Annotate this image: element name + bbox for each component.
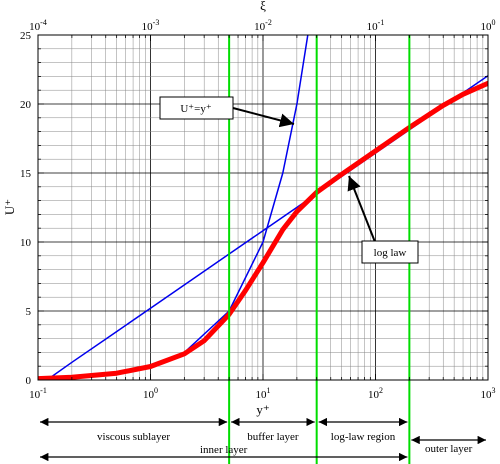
region-label: viscous sublayer xyxy=(97,431,170,443)
region-buffer-layer: buffer layer xyxy=(231,417,315,443)
y-axis-title: U⁺ xyxy=(2,199,17,215)
top-x-tick-label: 10-1 xyxy=(367,18,385,33)
top-x-tick-label: 10-4 xyxy=(29,18,47,33)
y-tick-label: 10 xyxy=(20,237,32,249)
region-log-law: log-law region xyxy=(318,417,408,443)
region-label: outer layer xyxy=(425,443,473,455)
annotation-linear-law-label: U⁺=y⁺ xyxy=(180,103,211,115)
y-tick-label: 15 xyxy=(20,168,32,180)
x-tick-label: 103 xyxy=(481,386,496,401)
annotation-log-law-label: log law xyxy=(374,247,407,259)
y-tick-label: 5 xyxy=(26,306,32,318)
x-tick-label: 100 xyxy=(143,386,158,401)
annotation-log-law: log law xyxy=(347,175,419,264)
top-x-tick-label: 100 xyxy=(481,18,496,33)
top-x-tick-label: 10-3 xyxy=(142,18,160,33)
x-tick-label: 10-1 xyxy=(29,386,47,401)
top-x-tick-label: 10-2 xyxy=(254,18,272,33)
region-viscous-sublayer: viscous sublayer xyxy=(40,417,228,443)
grid xyxy=(37,34,488,381)
y-tick-label: 0 xyxy=(26,375,32,387)
y-tick-label: 25 xyxy=(20,30,32,42)
series-linear-law xyxy=(38,35,309,380)
x-tick-label: 102 xyxy=(368,386,383,401)
ticks xyxy=(37,34,488,381)
region-label: log-law region xyxy=(331,431,396,443)
annotation-linear-law: U⁺=y⁺ xyxy=(159,96,295,128)
region-outer-layer: outer layer xyxy=(411,435,486,455)
tick-labels: 10-1 100 101 102 103 10-4 10-3 10-2 10-1 100 0 5 10 1… xyxy=(20,18,496,401)
region-label: buffer layer xyxy=(247,431,299,443)
y-tick-label: 20 xyxy=(20,99,32,111)
region-inner-layer: inner layer xyxy=(40,444,408,462)
x-tick-label: 101 xyxy=(256,386,271,401)
region-label: inner layer xyxy=(200,444,248,456)
top-axis-title: ξ xyxy=(260,0,266,13)
x-axis-title: y⁺ xyxy=(256,402,269,417)
region-annotations: viscous sublayer buffer layer log-law regi… xyxy=(40,417,486,462)
series-profile xyxy=(38,80,488,380)
